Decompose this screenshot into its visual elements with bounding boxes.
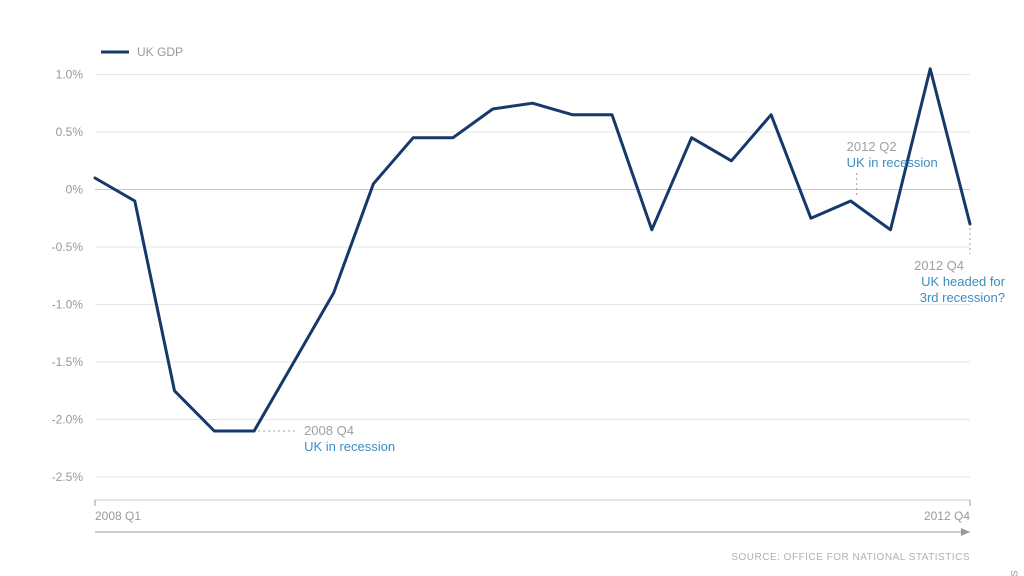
annot-2008q4-gray: 2008 Q4: [304, 423, 354, 438]
y-tick-label: -2.0%: [52, 413, 84, 427]
y-tick-label: -1.0%: [52, 298, 84, 312]
annot-2008q4-blue: UK in recession: [304, 439, 395, 454]
annot-2012q4-blue-2: 3rd recession?: [920, 290, 1005, 305]
x-end-label: 2012 Q4: [924, 509, 970, 523]
y-tick-label: -0.5%: [52, 240, 84, 254]
x-start-label: 2008 Q1: [95, 509, 141, 523]
annot-2012q2-gray: 2012 Q2: [847, 139, 897, 154]
y-tick-label: -1.5%: [52, 355, 84, 369]
y-tick-label: 1.0%: [56, 68, 84, 82]
y-tick-label: 0.5%: [56, 125, 84, 139]
legend-label: UK GDP: [137, 45, 183, 59]
gdp-line: [95, 69, 970, 431]
chart-canvas: 1.0% 0.5% 0% -0.5% -1.0% -1.5% -2.0% -2.5% 2008 …: [0, 0, 1024, 576]
source-bottom-text: SOURCE: OFFICE FOR NATIONAL STATISTICS: [731, 552, 970, 563]
y-tick-label: 0%: [66, 183, 84, 197]
annot-2012q2-blue: UK in recession: [847, 155, 938, 170]
source-side-text: SOURCE: OFFICE FOR NATIONAL STATISTICS: [1010, 570, 1020, 576]
annot-2012q4-gray: 2012 Q4: [914, 258, 964, 273]
gdp-chart: 1.0% 0.5% 0% -0.5% -1.0% -1.5% -2.0% -2.5% 2008 …: [0, 0, 1024, 576]
annot-2012q4-blue-1: UK headed for: [921, 274, 1006, 289]
y-tick-label: -2.5%: [52, 470, 84, 484]
